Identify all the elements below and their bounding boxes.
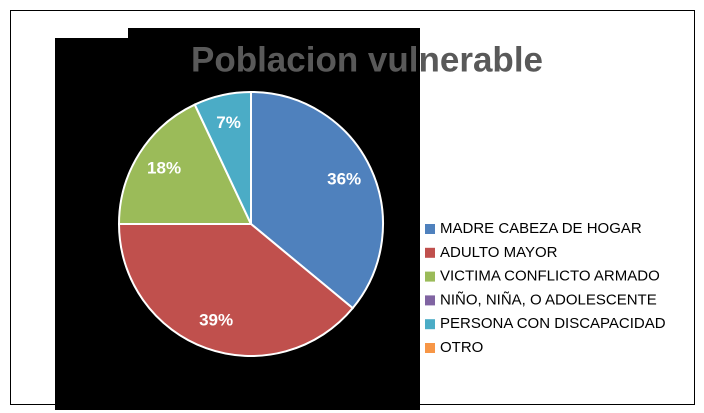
data-label: 36% (327, 170, 361, 189)
legend-swatch (425, 247, 435, 258)
pie-slice (117, 103, 253, 225)
data-label: 39% (199, 310, 233, 329)
background-block (128, 28, 420, 40)
chart-title: Poblacion vulnerable (191, 40, 543, 79)
legend-box (420, 212, 694, 372)
legend-label: NIÑO, NIÑA, O ADOLESCENTE (440, 291, 657, 308)
pie-slice (117, 223, 355, 357)
pie-slice (250, 90, 384, 310)
legend-swatch (425, 271, 435, 282)
legend-label: OTRO (440, 339, 483, 356)
legend-label: VICTIMA CONFLICTO ARMADO (440, 268, 660, 285)
legend-label: PERSONA CON DISCAPACIDAD (440, 315, 666, 332)
data-label: 18% (147, 158, 181, 177)
legend-label: MADRE CABEZA DE HOGAR (440, 220, 642, 237)
legend-swatch (425, 295, 435, 306)
legend-label: ADULTO MAYOR (440, 244, 558, 261)
legend-swatch (425, 343, 435, 353)
data-label: 7% (216, 113, 241, 132)
legend-swatch (425, 319, 435, 330)
legend-swatch (425, 224, 435, 234)
